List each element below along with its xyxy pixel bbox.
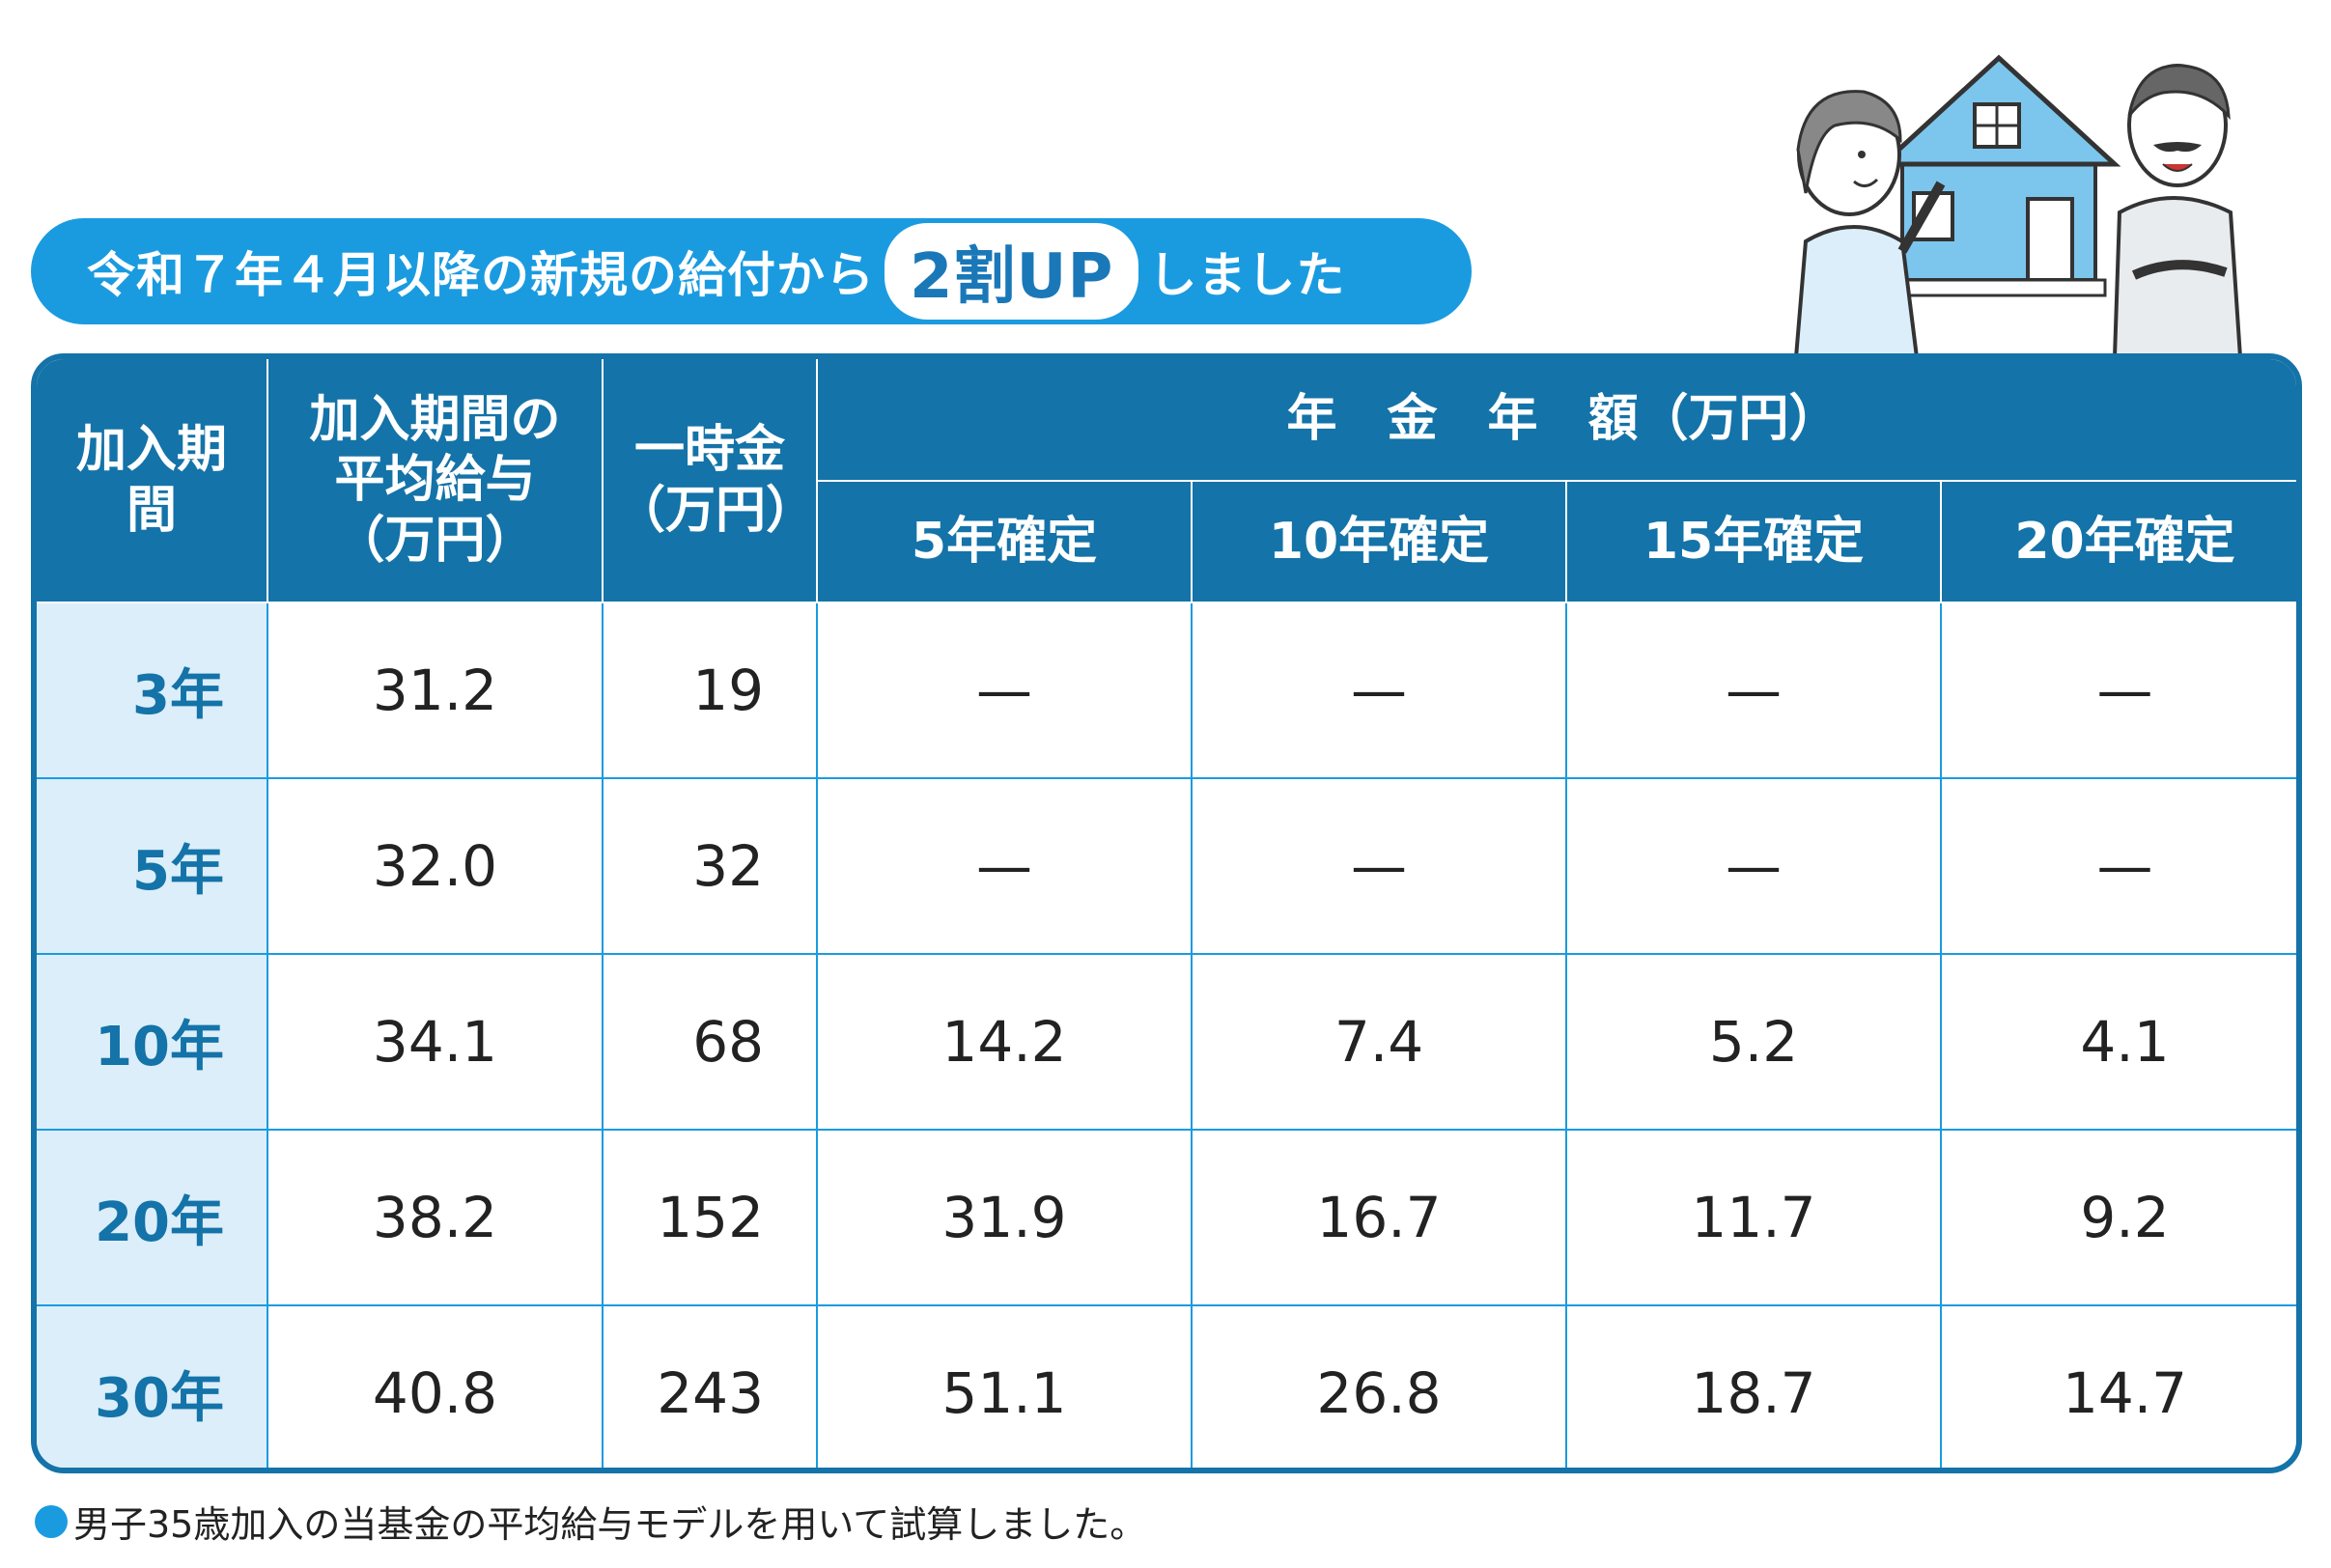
cell-5yr: 51.1 [816,1304,1193,1468]
cell-5yr: 14.2 [816,953,1193,1131]
cell-lump-sum: 68 [602,953,818,1131]
cell-5yr: — [816,602,1193,779]
cell-15yr: — [1565,777,1942,955]
cell-avg-salary: 32.0 [267,777,604,955]
banner-highlight: 2割UP [885,223,1139,320]
cell-period: 10年 [37,953,268,1131]
header-15yr: 15年確定 [1565,480,1942,603]
cell-15yr: 11.7 [1565,1129,1942,1306]
cell-period: 5年 [37,777,268,955]
cell-15yr: 5.2 [1565,953,1942,1131]
cell-lump-sum: 152 [602,1129,818,1306]
header-20yr: 20年確定 [1939,480,2296,603]
footnote-text: 男子35歳加入の当基金の平均給与モデルを用いて試算しました。 [73,1503,1147,1546]
man-figure [2112,64,2243,357]
headline-banner: 令和７年４月以降の新規の給付から 2割UP しました [31,218,1472,324]
table-row: 3年 31.2 19 — — — — [37,602,2296,779]
cell-period: 20年 [37,1129,268,1306]
cell-lump-sum: 19 [602,602,818,779]
cell-10yr: — [1191,602,1567,779]
cell-10yr: 16.7 [1191,1129,1567,1306]
header-5yr: 5年確定 [817,480,1193,603]
cell-15yr: — [1565,602,1942,779]
footnote: 男子35歳加入の当基金の平均給与モデルを用いて試算しました。 [35,1495,1146,1548]
table-row: 20年 38.2 152 31.9 16.7 11.7 9.2 [37,1129,2296,1306]
cell-avg-salary: 40.8 [267,1304,604,1468]
header-avg-salary: 加入期間の平均給与（万円） [267,359,604,603]
cell-20yr: 14.7 [1939,1304,2296,1468]
bullet-dot-icon [35,1504,68,1538]
table-row: 10年 34.1 68 14.2 7.4 5.2 4.1 [37,953,2296,1131]
cell-20yr: — [1939,602,2296,779]
cell-10yr: 26.8 [1191,1304,1567,1468]
cell-avg-salary: 31.2 [267,602,604,779]
banner-text-pre: 令和７年４月以降の新規の給付から [87,247,875,303]
header-period: 加入期間 [37,359,268,603]
cell-period: 30年 [37,1304,268,1468]
header-annuity-group: 年 金 年 額（万円） [815,359,2296,482]
table-row: 5年 32.0 32 — — — — [37,777,2296,955]
cell-10yr: — [1191,777,1567,955]
cell-lump-sum: 243 [602,1304,818,1468]
header-lump-sum: 一時金（万円） [602,359,818,603]
couple-with-house-icon [1793,54,2243,357]
cell-20yr: — [1939,777,2296,955]
cell-avg-salary: 34.1 [267,953,604,1131]
cell-5yr: 31.9 [816,1129,1193,1306]
pension-table: 加入期間 加入期間の平均給与（万円） 一時金（万円） 年 金 年 額（万円） 5… [31,353,2302,1473]
cell-15yr: 18.7 [1565,1304,1942,1468]
cell-20yr: 9.2 [1939,1129,2296,1306]
cell-lump-sum: 32 [602,777,818,955]
cell-10yr: 7.4 [1191,953,1567,1131]
cell-20yr: 4.1 [1939,953,2296,1131]
woman-figure [1793,90,1946,357]
header-10yr: 10年確定 [1191,480,1567,603]
banner-text-post: しました [1148,247,1346,303]
house-icon [1876,54,2121,297]
table-row: 30年 40.8 243 51.1 26.8 18.7 14.7 [37,1304,2296,1468]
cell-avg-salary: 38.2 [267,1129,604,1306]
cell-period: 3年 [37,602,268,779]
cell-5yr: — [816,777,1193,955]
